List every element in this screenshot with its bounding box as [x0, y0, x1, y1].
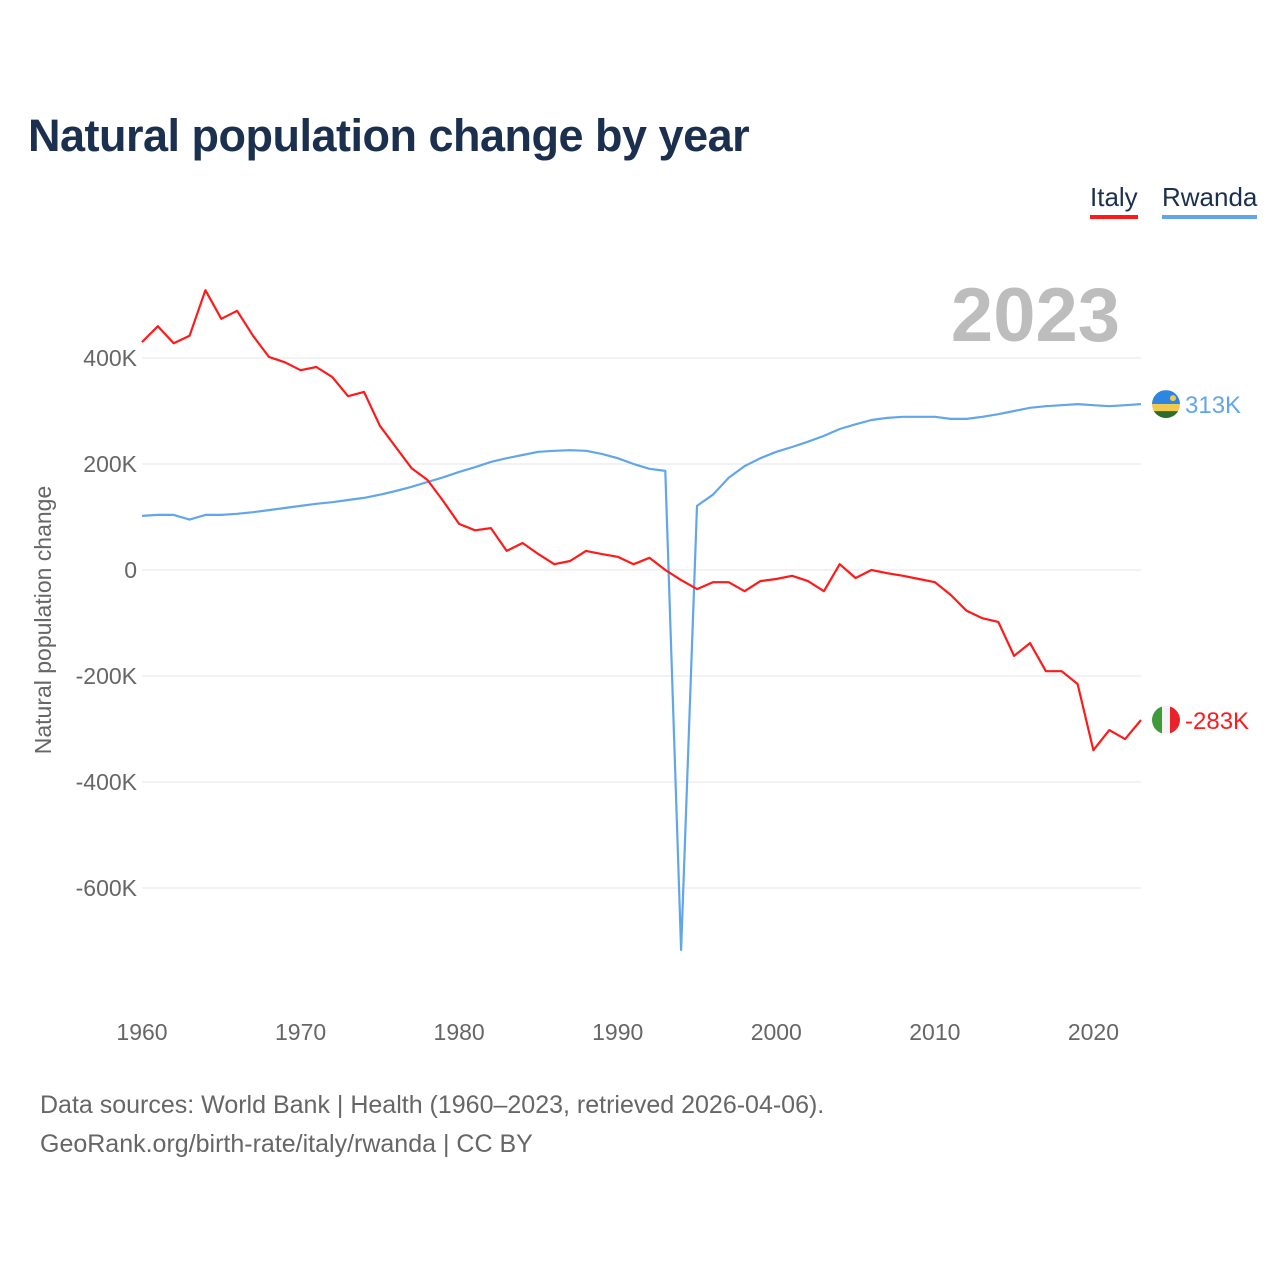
y-tick-label: 200K	[83, 451, 137, 477]
italy-flag-icon	[1152, 705, 1180, 734]
x-tick-label: 2020	[1068, 1019, 1119, 1045]
y-tick-label: -600K	[76, 875, 138, 901]
y-tick-label: -400K	[76, 769, 138, 795]
year-label: 2023	[950, 273, 1120, 358]
y-axis-label: Natural population change	[30, 486, 56, 755]
x-tick-label: 1980	[434, 1019, 485, 1045]
source-line-2[interactable]: GeoRank.org/birth-rate/italy/rwanda | CC…	[40, 1130, 533, 1158]
source-note: Data sources: World Bank | Health (1960–…	[40, 1086, 824, 1164]
rwanda-flag-icon	[1152, 390, 1180, 419]
end-value-label-rwanda: 313K	[1185, 392, 1241, 419]
x-tick-label: 2000	[751, 1019, 802, 1045]
y-tick-label: 0	[124, 557, 137, 583]
legend-italy[interactable]: Italy	[1090, 182, 1138, 219]
end-value-label-italy: -283K	[1185, 708, 1249, 735]
series-line-rwanda	[141, 403, 1142, 952]
chart-title: Natural population change by year	[28, 110, 750, 161]
x-tick-label: 2010	[909, 1019, 960, 1045]
legend-rwanda[interactable]: Rwanda	[1162, 182, 1258, 219]
x-tick-label: 1960	[116, 1019, 167, 1045]
x-tick-label: 1990	[592, 1019, 643, 1045]
x-tick-label: 1970	[275, 1019, 326, 1045]
source-line-1: Data sources: World Bank | Health (1960–…	[40, 1091, 825, 1119]
series-line-italy	[141, 289, 1142, 752]
y-tick-label: 400K	[83, 345, 137, 371]
y-tick-label: -200K	[76, 663, 138, 689]
